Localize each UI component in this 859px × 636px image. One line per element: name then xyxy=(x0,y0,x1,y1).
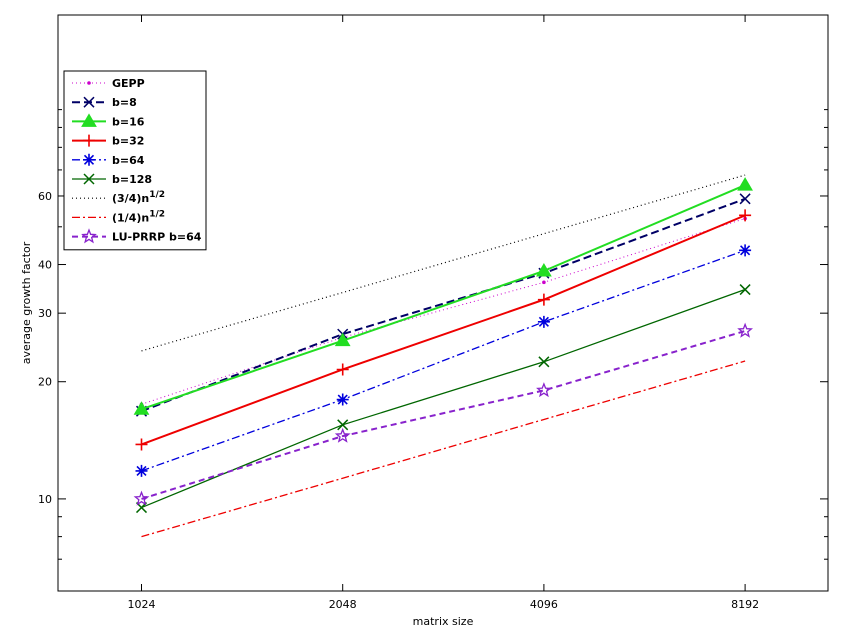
legend-label: GEPP xyxy=(112,77,145,90)
series-6 xyxy=(141,174,746,352)
data-point xyxy=(135,464,148,477)
legend-marker xyxy=(83,153,95,166)
data-point xyxy=(336,363,349,376)
series-line xyxy=(141,184,746,411)
legend-label: b=16 xyxy=(112,115,145,128)
x-tick-label: 4096 xyxy=(530,598,558,611)
legend-item: GEPP xyxy=(72,77,145,90)
x-tick-label: 2048 xyxy=(329,598,357,611)
data-point xyxy=(739,284,751,296)
y-tick-label: 40 xyxy=(38,259,52,272)
series-line xyxy=(141,174,746,352)
series-2 xyxy=(133,177,753,415)
data-point xyxy=(737,322,753,338)
legend-label: LU-PRRP b=64 xyxy=(112,231,202,244)
data-point xyxy=(739,209,752,222)
legend-marker xyxy=(81,113,97,127)
series-4 xyxy=(135,244,752,477)
legend-item: b=128 xyxy=(72,173,152,186)
data-point xyxy=(336,393,349,406)
legend-label: b=128 xyxy=(112,173,152,186)
data-point xyxy=(739,244,752,257)
legend-item: b=64 xyxy=(72,153,145,167)
data-point xyxy=(135,438,148,451)
y-tick-label: 20 xyxy=(38,376,52,389)
legend: GEPPb=8b=16b=32b=64b=128(3/4)n1/2(1/4)n1… xyxy=(63,70,207,251)
legend-marker xyxy=(83,96,95,108)
legend-item: b=32 xyxy=(72,134,144,148)
data-point xyxy=(133,401,150,415)
y-tick-label: 10 xyxy=(38,493,52,506)
legend-item: b=8 xyxy=(72,96,137,109)
data-point xyxy=(536,382,552,398)
data-point xyxy=(334,427,351,443)
legend-marker xyxy=(83,173,95,185)
series-7 xyxy=(141,360,746,538)
data-point xyxy=(739,193,751,205)
y-tick-label: 30 xyxy=(38,307,52,320)
series-line xyxy=(141,197,746,413)
axes: 1024 2048 4096 8192 10 20 30 40 60 xyxy=(38,15,828,611)
data-point xyxy=(538,356,550,368)
legend-marker xyxy=(81,228,97,244)
legend-label: b=64 xyxy=(112,154,145,167)
series-8 xyxy=(133,322,753,506)
legend-label: b=32 xyxy=(112,135,144,148)
data-point xyxy=(542,280,546,285)
series-line xyxy=(141,214,746,446)
series-layer xyxy=(133,174,753,538)
data-point xyxy=(133,490,150,506)
series-3 xyxy=(135,209,752,451)
legend-item: LU-PRRP b=64 xyxy=(72,228,202,244)
legend-label: b=8 xyxy=(112,96,137,109)
data-point xyxy=(537,315,550,328)
data-point xyxy=(536,262,552,277)
data-point xyxy=(337,419,349,431)
series-line xyxy=(141,330,746,500)
y-tick-label: 60 xyxy=(38,190,52,203)
legend-marker xyxy=(87,81,91,85)
x-tick-label: 8192 xyxy=(731,598,759,611)
x-axis-title: matrix size xyxy=(413,615,474,628)
legend-item: b=16 xyxy=(72,113,145,128)
series-line xyxy=(141,249,746,472)
data-point xyxy=(737,177,753,191)
data-point xyxy=(537,293,550,306)
series-line xyxy=(141,288,746,509)
series-line xyxy=(141,360,746,538)
x-tick-label: 1024 xyxy=(128,598,156,611)
data-point xyxy=(334,332,351,347)
series-line xyxy=(141,218,746,405)
legend-marker xyxy=(83,134,95,147)
y-axis-title: average growth factor xyxy=(20,241,33,364)
